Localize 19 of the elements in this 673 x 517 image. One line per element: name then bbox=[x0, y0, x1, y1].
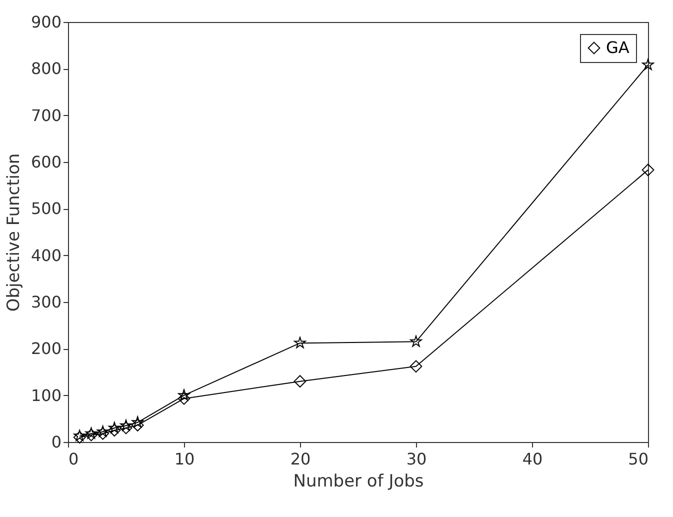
y-tick-label: 100 bbox=[30, 386, 62, 405]
x-tick-label: 50 bbox=[628, 450, 648, 468]
x-tick-label: 0 bbox=[68, 450, 79, 468]
y-tick-label: 900 bbox=[30, 12, 62, 32]
y-tick-label: 300 bbox=[30, 292, 62, 312]
y-tick-label: 800 bbox=[30, 59, 62, 78]
x-tick-label: 20 bbox=[290, 450, 311, 468]
y-tick-label: 500 bbox=[30, 199, 62, 218]
legend-label: GA bbox=[606, 38, 630, 57]
y-axis-title: Objective Function bbox=[4, 153, 24, 312]
x-tick-label: 10 bbox=[174, 450, 195, 468]
y-tick-label: 700 bbox=[30, 106, 62, 125]
x-tick-label: 40 bbox=[522, 450, 543, 468]
y-tick-label: 200 bbox=[30, 339, 62, 358]
y-tick-label: 0 bbox=[51, 432, 62, 452]
y-tick-label: 400 bbox=[30, 246, 62, 265]
x-tick-label: 30 bbox=[406, 450, 427, 468]
y-tick-label: 600 bbox=[30, 152, 62, 172]
x-axis-title: Number of Jobs bbox=[293, 472, 424, 492]
